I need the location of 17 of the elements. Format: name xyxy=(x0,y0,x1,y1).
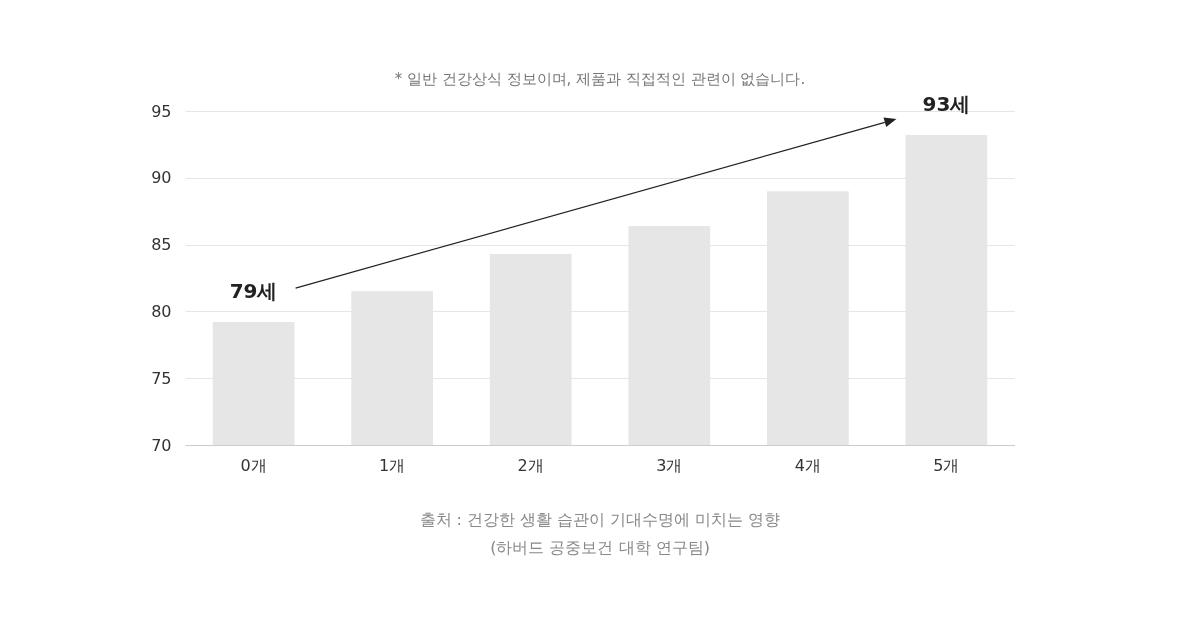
x-tick-label: 0개 xyxy=(240,455,267,475)
x-tick-label: 5개 xyxy=(933,455,960,475)
annotation: 93세 xyxy=(922,92,971,117)
source-note: 출처 : 건강한 생활 습관이 기대수명에 미치는 영향 xyxy=(418,509,782,531)
y-tick-label: 75 xyxy=(151,368,172,388)
y-tick-label: 80 xyxy=(151,301,172,321)
annotation: 79세 xyxy=(229,279,278,304)
y-tick-label: 95 xyxy=(151,101,172,121)
y-tick-label: 90 xyxy=(151,168,172,188)
x-tick-label: 2개 xyxy=(517,455,544,475)
x-tick-label: 1개 xyxy=(379,455,406,475)
x-tick-label: 3개 xyxy=(656,455,683,475)
text: (하버드 공중보건 대학 연구팀) xyxy=(489,537,711,559)
y-tick-label: 70 xyxy=(151,435,172,455)
x-tick-label: 4개 xyxy=(794,455,821,475)
y-tick-label: 85 xyxy=(151,235,172,255)
chart-subtitle: * 일반 건강상식 정보이며, 제품과 직접적인 관련이 없습니다. xyxy=(393,70,807,89)
